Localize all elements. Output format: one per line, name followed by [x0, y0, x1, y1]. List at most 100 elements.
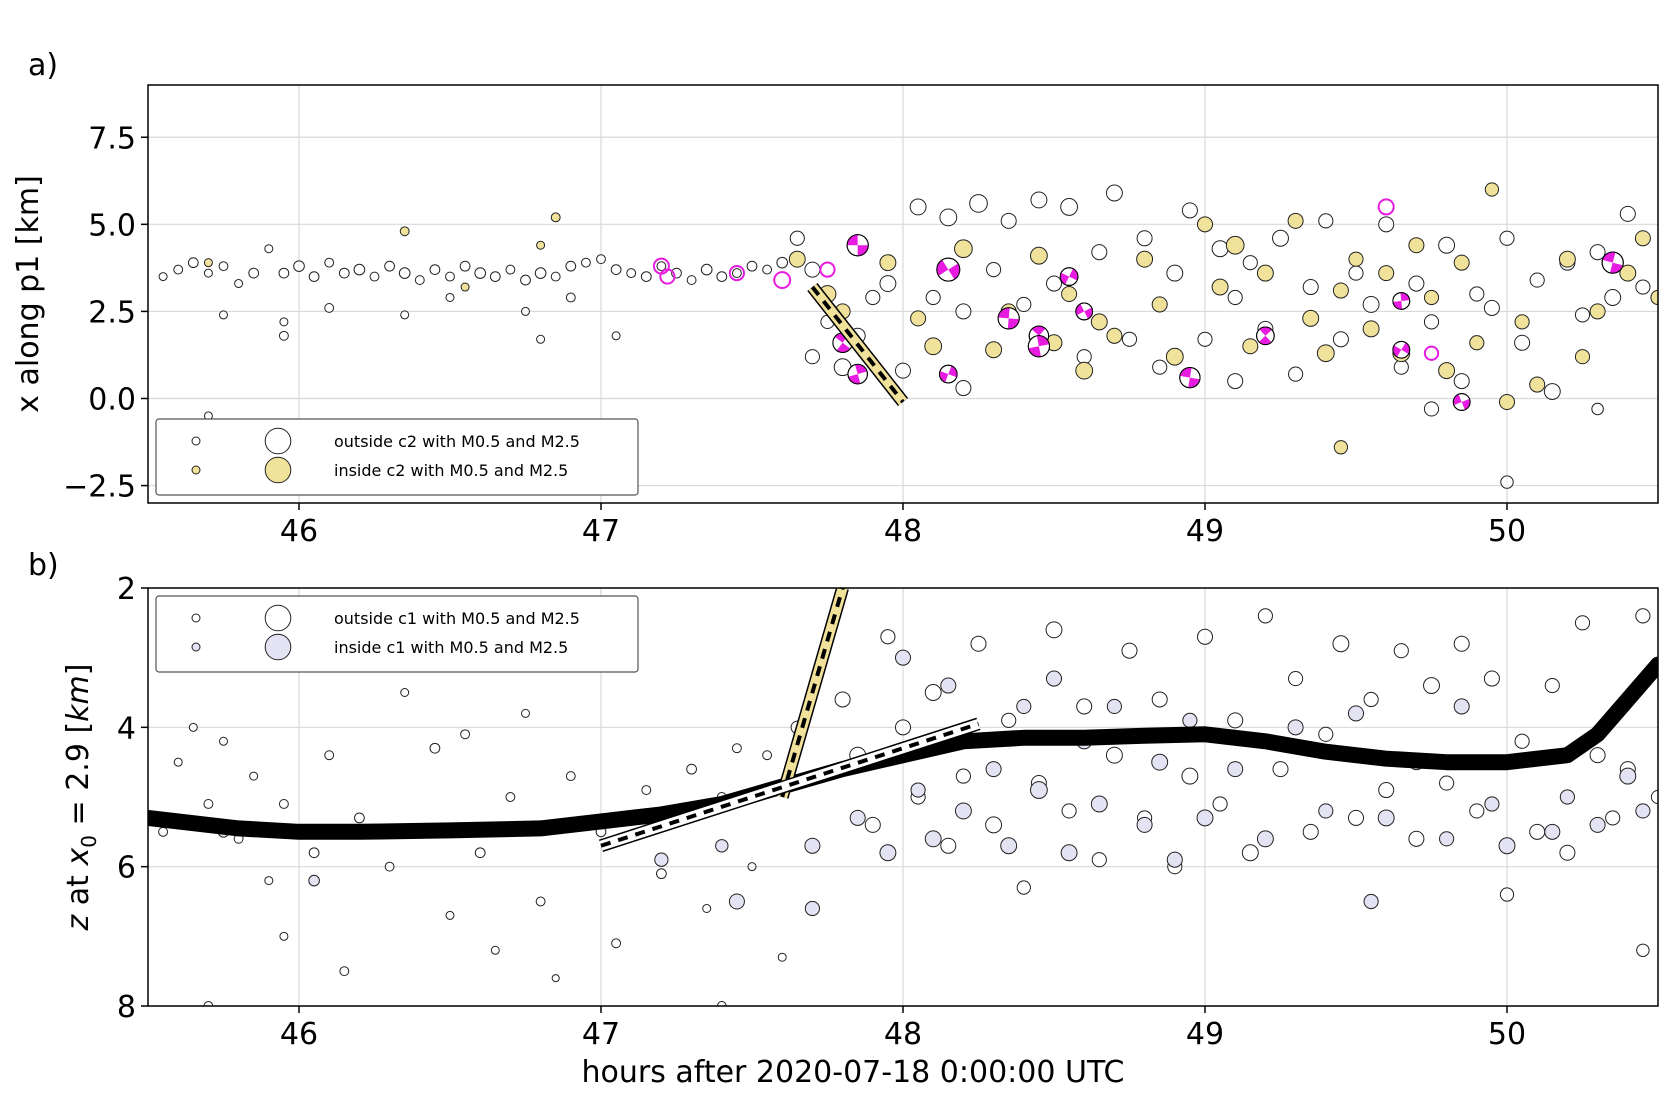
legend-box [155, 595, 639, 673]
event-point [864, 816, 881, 833]
event-point [1438, 362, 1456, 380]
event-point [1121, 642, 1138, 659]
mechanism-quadrant [1179, 367, 1192, 378]
event-point [1635, 279, 1651, 295]
legend-marker-small [191, 613, 201, 623]
legend-marker-small [191, 465, 201, 475]
legend-marker-large [264, 427, 292, 455]
magenta-ring [773, 271, 792, 290]
event-point [1152, 359, 1168, 375]
event-point [1287, 719, 1304, 736]
event-point [1453, 254, 1470, 271]
event-point [1333, 440, 1349, 455]
mechanism-quadrant [1031, 326, 1046, 336]
event-point [640, 271, 652, 282]
event-point [804, 900, 820, 917]
event-point [338, 267, 350, 279]
event-point [1544, 823, 1561, 840]
event-point [1016, 698, 1032, 715]
event-point [1316, 344, 1335, 363]
event-point [610, 264, 622, 275]
event-point [203, 268, 213, 278]
event-point [1347, 705, 1365, 722]
event-point [1166, 264, 1184, 282]
event-point [776, 256, 789, 269]
event-point [1242, 255, 1258, 271]
event-point [1544, 677, 1560, 694]
fit-line-dash [600, 721, 980, 848]
event-point [880, 629, 896, 645]
event-point [1181, 202, 1198, 219]
event-point [1498, 393, 1516, 411]
legend-marker-small [191, 642, 201, 652]
event-point [324, 257, 335, 268]
event-point [924, 684, 942, 701]
event-point [1574, 307, 1591, 323]
event-point [158, 272, 168, 282]
event-point [1256, 264, 1274, 282]
event-point [1499, 230, 1515, 246]
event-point [1423, 401, 1440, 417]
event-point [1091, 244, 1108, 261]
event-point [308, 874, 320, 887]
event-point [1196, 628, 1214, 645]
ylabel-b-subscript: 0 [77, 835, 101, 848]
event-point [894, 362, 912, 379]
tick-label-x: 46 [280, 1017, 318, 1052]
event-point [1591, 402, 1604, 416]
event-point [1423, 289, 1440, 306]
event-point [1227, 712, 1244, 729]
event-point [954, 239, 973, 259]
event-point [849, 809, 866, 826]
event-point [1318, 726, 1334, 742]
event-point [1332, 635, 1350, 653]
event-point [1559, 789, 1575, 805]
event-point [565, 260, 577, 272]
mechanism-quadrant [1007, 318, 1020, 329]
event-point [1256, 830, 1274, 848]
event-point [1362, 295, 1380, 313]
event-point [354, 812, 365, 824]
event-point [1076, 349, 1092, 365]
mechanism-quadrant [948, 263, 960, 280]
event-point [279, 931, 289, 941]
mechanism-outline [1601, 251, 1624, 274]
ylabel-b-eq: = 2.9 [ [61, 722, 96, 835]
event-point [1453, 698, 1470, 715]
legend-marker-small [191, 436, 201, 446]
mechanism-outline [936, 257, 961, 282]
legend-marker-large [264, 604, 292, 632]
series-inside-c2 [203, 182, 1658, 455]
event-point [429, 264, 441, 275]
y-axis-title-b: z at x0 = 2.9 [km] [61, 664, 101, 932]
points-a [158, 182, 1658, 489]
event-point [1500, 475, 1514, 489]
event-point [1574, 615, 1591, 631]
event-point [1589, 244, 1606, 261]
mechanism-outline [1059, 267, 1079, 286]
event-point [474, 847, 486, 859]
magenta-ring [728, 265, 745, 282]
event-point [894, 649, 912, 666]
event-point [339, 966, 350, 977]
event-point [1227, 289, 1243, 306]
event-point [1498, 837, 1516, 855]
event-point [1529, 376, 1546, 393]
mechanism-quadrant [1392, 300, 1403, 310]
series-focal-mechanisms [832, 234, 1624, 411]
event-point [384, 260, 395, 272]
event-point [1363, 893, 1379, 910]
event-point [986, 262, 1002, 278]
event-point [1423, 677, 1440, 694]
event-point [1241, 844, 1259, 862]
event-point [1453, 635, 1470, 652]
magenta-ring [1377, 198, 1395, 216]
series-magenta-rings [652, 198, 1440, 361]
event-point [879, 254, 897, 272]
legend-marker-large [264, 633, 292, 661]
event-point [520, 274, 531, 286]
event-point [1604, 289, 1622, 306]
grid-a [148, 85, 1658, 503]
